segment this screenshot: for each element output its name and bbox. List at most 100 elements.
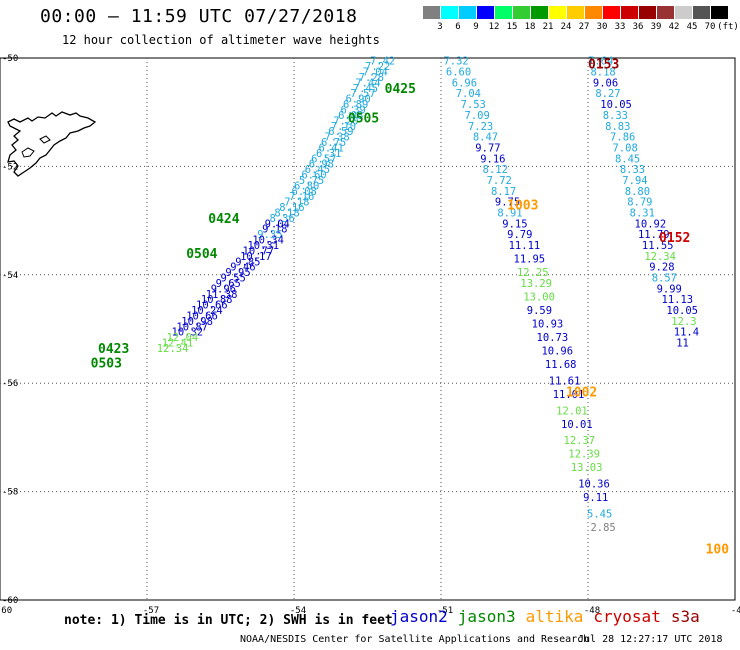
- wave-height-label: 10.05: [666, 305, 698, 317]
- wave-height-label: 7.22: [365, 61, 390, 73]
- wave-height-label: 10.24: [191, 305, 223, 317]
- wave-height-label: 6.80: [294, 180, 319, 192]
- latitude-tick-label: -52: [2, 162, 18, 172]
- wave-height-label: 10.31: [247, 240, 279, 252]
- wave-height-label: 10.66: [186, 310, 218, 322]
- wave-height-label: 11.13: [662, 294, 694, 306]
- wave-height-label: 7.64: [588, 56, 613, 68]
- wave-height-label: 10.66: [196, 300, 228, 312]
- color-scale-label: 9: [473, 22, 479, 32]
- wave-height-label: 9.55: [221, 273, 246, 285]
- wave-height-label: 6.08: [292, 186, 317, 198]
- color-swatch: [423, 6, 440, 19]
- wave-height-label: 6.59: [328, 126, 353, 138]
- color-swatch: [495, 6, 512, 19]
- color-swatch: [531, 6, 548, 19]
- wave-height-label: 9.96: [211, 283, 236, 295]
- color-scale-label: 27: [578, 22, 590, 32]
- track-jason3-lower: 9.559.659.9611.3810.8810.6610.2410.6610.…: [157, 273, 246, 355]
- latitude-tick-label: -50: [2, 54, 18, 64]
- longitude-tick-label: -54: [290, 606, 306, 616]
- wave-height-label: 10.98: [181, 316, 213, 328]
- wave-height-label: 7.38: [324, 132, 349, 144]
- wave-height-label: 8.18: [590, 67, 615, 79]
- legend-item-cryosat: cryosat: [593, 607, 661, 626]
- wave-height-label: 9.46: [230, 262, 255, 274]
- wave-height-label: 10.93: [532, 319, 564, 331]
- color-scale-label: 24: [560, 22, 572, 32]
- wave-height-label: 7.20: [333, 115, 358, 127]
- coastline-islet: [21, 147, 35, 158]
- wave-height-label: 10.87: [176, 321, 208, 333]
- pass-time-label: 1003: [507, 198, 538, 213]
- wave-height-label: 11.68: [545, 359, 577, 371]
- wave-height-label: 9.06: [593, 77, 618, 89]
- wave-height-label: 9.95: [225, 267, 250, 279]
- pass-time-label: 1002: [566, 385, 597, 400]
- wave-height-label: 11.38: [206, 289, 238, 301]
- wave-height-label: 9.99: [657, 283, 682, 295]
- wave-height-label: 10.73: [537, 332, 569, 344]
- color-scale-label: 30: [596, 22, 608, 32]
- wave-height-label: 6.90: [345, 94, 370, 106]
- longitude-tick-label: -45: [731, 606, 740, 616]
- color-swatch: [639, 6, 656, 19]
- units-note: note: 1) Time is in UTC; 2) SWH is in fe…: [64, 613, 393, 628]
- falkland-islands-coastline: [7, 111, 97, 177]
- color-scale-label: 45: [686, 22, 698, 32]
- altimeter-tracks: 7.326.606.967.047.537.097.238.479.779.16…: [157, 56, 699, 534]
- wave-height-label: 12.01: [556, 405, 588, 417]
- longitude-tick-label: -60: [0, 606, 12, 616]
- track-jason3-upper: 7.427.227.047.287.447.457.576.906.896.39…: [225, 56, 395, 279]
- color-scale-label: 12: [488, 22, 500, 32]
- wave-height-label: 6.41: [319, 142, 344, 154]
- wave-height-label: 13.29: [520, 278, 552, 290]
- wave-height-label: 7.16: [289, 191, 314, 203]
- generated-timestamp: Jul 28 12:27:17 UTC 2018: [578, 634, 723, 645]
- color-scale-label: 15: [506, 22, 518, 32]
- wave-height-label: 9.65: [216, 278, 241, 290]
- wave-height-label: 7.53: [461, 99, 486, 111]
- color-swatch: [441, 6, 458, 19]
- wave-height-label: 7.08: [613, 142, 638, 154]
- pass-time-label: 0425: [385, 82, 416, 97]
- wave-height-label: 10.34: [252, 235, 284, 247]
- wave-height-label: 6.75: [321, 137, 346, 149]
- legend-item-s3a: s3a: [670, 607, 700, 626]
- wave-height-label: 9.28: [649, 262, 674, 274]
- latitude-tick-label: -56: [2, 379, 18, 389]
- page-subtitle: 12 hour collection of altimeter wave hei…: [62, 33, 380, 47]
- wave-height-label: 11.11: [509, 240, 541, 252]
- wave-height-label: 12.37: [564, 435, 596, 447]
- wave-height-label: 10.05: [600, 99, 632, 111]
- wave-height-label: 12.04: [167, 332, 199, 344]
- color-swatch: [621, 6, 638, 19]
- longitude-tick-label: -48: [584, 606, 600, 616]
- color-scale-label: 21: [542, 22, 554, 32]
- wave-height-label: 7.32: [443, 56, 468, 68]
- pass-time-label: 0424: [208, 212, 239, 227]
- color-scale-label: 6: [455, 22, 461, 32]
- wave-height-label: 5.45: [587, 508, 612, 520]
- wave-height-label: 9.85: [235, 256, 260, 268]
- color-scale-label: 33: [614, 22, 626, 32]
- wave-height-label: 12.3: [671, 316, 696, 328]
- wave-height-label: 8.33: [620, 164, 645, 176]
- wave-height-label: 7.04: [363, 67, 388, 79]
- satellite-legend: jason2 jason3 altika cryosat s3a: [390, 607, 710, 626]
- map-grid: -60 -57 -54 -51 -48 -45 -50 -52 -54 -56 -58 -60: [0, 54, 740, 616]
- wave-height-label: 8.80: [625, 186, 650, 198]
- wave-height-label: 9.59: [527, 305, 552, 317]
- wave-height-label: 6.39: [341, 104, 366, 116]
- wave-height-label: 9.75: [495, 197, 520, 209]
- color-swatch: [477, 6, 494, 19]
- wave-height-label: 5.75: [299, 175, 324, 187]
- wave-height-label: 11.95: [514, 254, 546, 266]
- pass-time-label: 0152: [659, 231, 690, 246]
- track-altika: 7.326.606.967.047.537.097.238.479.779.16…: [443, 56, 615, 534]
- wave-height-label: 11.79: [638, 229, 670, 241]
- latitude-tick-label: -54: [2, 271, 18, 281]
- wave-height-label: 8.31: [630, 207, 655, 219]
- wave-height-label: 12.41: [162, 338, 194, 350]
